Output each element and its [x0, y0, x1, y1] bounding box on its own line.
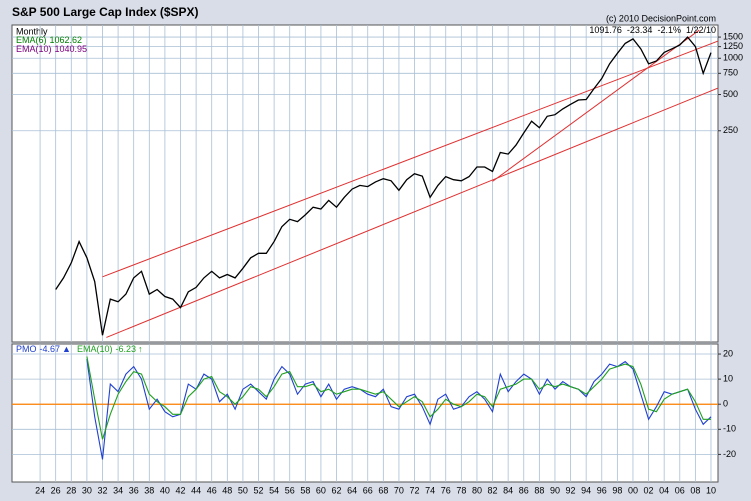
quote-item: -2.1% — [657, 25, 681, 35]
y-tick-label: 500 — [723, 89, 738, 99]
trendline — [492, 29, 700, 182]
x-tick-label: 56 — [285, 485, 295, 495]
x-tick-label: 36 — [129, 485, 139, 495]
x-tick-label: 30 — [82, 485, 92, 495]
x-tick-label: 46 — [207, 485, 217, 495]
x-tick-label: 52 — [254, 485, 264, 495]
x-tick-label: 44 — [191, 485, 201, 495]
x-tick-label: 82 — [488, 485, 498, 495]
y-tick-label: -10 — [723, 424, 736, 434]
legend-label: EMA(6) — [16, 35, 47, 45]
x-tick-label: 24 — [35, 485, 45, 495]
legend-value: 1040.95 — [55, 44, 88, 54]
y-tick-label: 1250 — [723, 41, 743, 51]
quote: 1091.76 -23.34 -2.1% 1/22/10 — [589, 25, 716, 35]
legend-arrow: ↑ — [138, 344, 143, 354]
x-tick-label: 42 — [175, 485, 185, 495]
x-tick-label: 60 — [316, 485, 326, 495]
quote-item: -23.34 — [627, 25, 653, 35]
y-tick-label: 20 — [723, 348, 733, 358]
x-tick-label: 64 — [347, 485, 357, 495]
chart-title: S&P 500 Large Cap Index ($SPX) — [12, 5, 199, 19]
x-tick-label: 74 — [425, 485, 435, 495]
x-tick-label: 66 — [363, 485, 373, 495]
x-tick-label: 54 — [269, 485, 279, 495]
period: Monthly — [16, 26, 48, 36]
x-tick-label: 26 — [51, 485, 61, 495]
x-tick-label: 50 — [238, 485, 248, 495]
y-tick-label: -20 — [723, 449, 736, 459]
quote-item: 1/22/10 — [686, 25, 716, 35]
x-tick-label: 58 — [300, 485, 310, 495]
x-tick-label: 94 — [581, 485, 591, 495]
x-tick-label: 88 — [534, 485, 544, 495]
x-tick-label: 02 — [644, 485, 654, 495]
y-tick-label: 10 — [723, 374, 733, 384]
x-tick-label: 06 — [675, 485, 685, 495]
price-panel — [11, 24, 719, 343]
x-tick-label: 08 — [690, 485, 700, 495]
x-tick-label: 78 — [456, 485, 466, 495]
pmo-panel — [11, 343, 719, 483]
x-tick-label: 34 — [113, 485, 123, 495]
x-tick-label: 10 — [706, 485, 716, 495]
legend-arrow: ▲ — [62, 344, 71, 354]
trendline — [102, 40, 719, 278]
x-tick-label: 92 — [566, 485, 576, 495]
x-tick-label: 28 — [66, 485, 76, 495]
x-tick-label: 62 — [332, 485, 342, 495]
y-tick-label: 750 — [723, 68, 738, 78]
x-tick-label: 04 — [659, 485, 669, 495]
pmo-legend: PMO -4.67 ▲ EMA(10) -6.23 ↑ — [16, 344, 142, 354]
series-line — [86, 356, 711, 440]
x-tick-label: 84 — [503, 485, 513, 495]
x-tick-label: 32 — [97, 485, 107, 495]
y-tick-label: 1500 — [723, 31, 743, 41]
copyright: (c) 2010 DecisionPoint.com — [606, 13, 716, 23]
x-tick-label: 86 — [519, 485, 529, 495]
x-tick-label: 76 — [441, 485, 451, 495]
x-tick-label: 96 — [597, 485, 607, 495]
x-tick-label: 98 — [612, 485, 622, 495]
legend-label: EMA(10) — [77, 344, 113, 354]
x-tick-label: 40 — [160, 485, 170, 495]
x-tick-label: 38 — [144, 485, 154, 495]
x-tick-label: 80 — [472, 485, 482, 495]
legend-label: PMO — [16, 344, 37, 354]
legend-label: EMA(10) — [16, 44, 52, 54]
y-tick-label: 250 — [723, 125, 738, 135]
series-line — [86, 359, 712, 460]
legend-entry: EMA(6) 1062.62 — [16, 35, 82, 45]
legend-value: 1062.62 — [50, 35, 83, 45]
trendline — [106, 87, 719, 338]
legend-value: -4.67 — [40, 344, 61, 354]
x-tick-label: 48 — [222, 485, 232, 495]
x-tick-label: 00 — [628, 485, 638, 495]
legend-entry: EMA(10) 1040.95 — [16, 44, 87, 54]
x-tick-label: 72 — [410, 485, 420, 495]
x-tick-label: 68 — [378, 485, 388, 495]
series-line — [55, 36, 712, 336]
quote-item: 1091.76 — [589, 25, 622, 35]
x-tick-label: 70 — [394, 485, 404, 495]
legend-value: -6.23 — [115, 344, 136, 354]
y-tick-label: 1000 — [723, 53, 743, 63]
y-tick-label: 0 — [723, 399, 728, 409]
x-tick-label: 90 — [550, 485, 560, 495]
